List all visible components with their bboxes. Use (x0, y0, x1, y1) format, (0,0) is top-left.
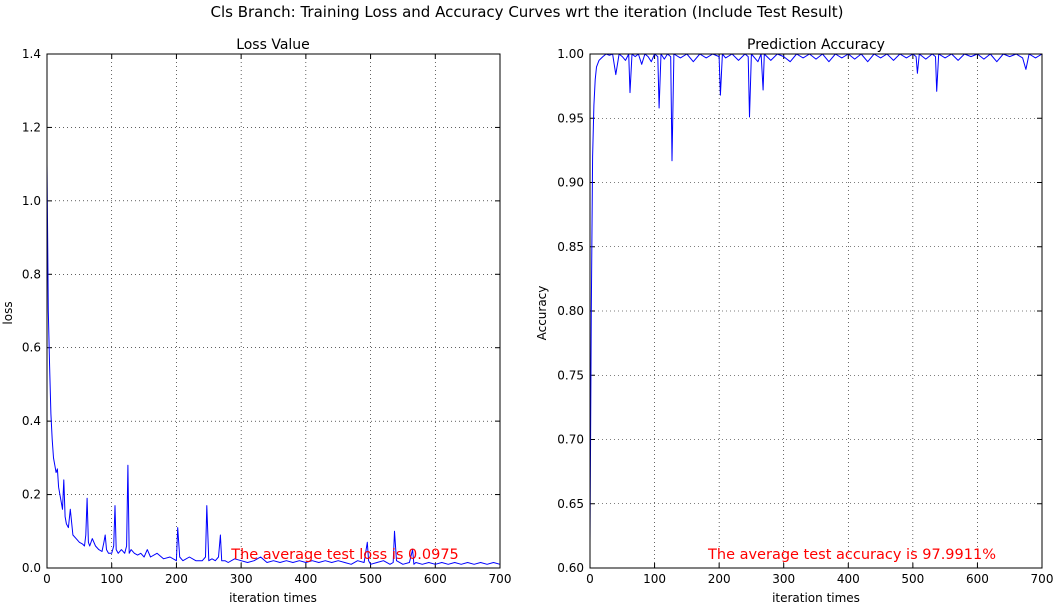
accuracy-chart-ylabel: Accuracy (535, 286, 549, 341)
accuracy-x-tick-label: 100 (643, 572, 666, 586)
loss-y-tick-label: 1.0 (22, 194, 41, 208)
accuracy-test-annotation: The average test accuracy is 97.9911% (707, 547, 996, 563)
accuracy-x-tick-label: 200 (708, 572, 731, 586)
loss-y-tick-label: 1.4 (22, 47, 41, 61)
loss-chart-title: Loss Value (236, 37, 310, 53)
accuracy-x-tick-label: 500 (901, 572, 924, 586)
accuracy-chart-title: Prediction Accuracy (747, 37, 885, 53)
accuracy-y-tick-label: 0.85 (557, 240, 584, 254)
loss-x-tick-label: 400 (294, 572, 317, 586)
accuracy-y-tick-label: 0.70 (557, 433, 584, 447)
accuracy-y-tick-label: 0.80 (557, 304, 584, 318)
accuracy-x-tick-label: 300 (772, 572, 795, 586)
accuracy-x-tick-label: 600 (966, 572, 989, 586)
loss-x-tick-label: 600 (424, 572, 447, 586)
loss-y-tick-label: 1.2 (22, 120, 41, 134)
accuracy-y-tick-label: 0.95 (557, 111, 584, 125)
loss-y-tick-label: 0.2 (22, 488, 41, 502)
accuracy-chart-xlabel: iteration times (772, 591, 860, 605)
loss-y-tick-label: 0.6 (22, 341, 41, 355)
loss-x-tick-label: 300 (230, 572, 253, 586)
loss-y-tick-label: 0.0 (22, 561, 41, 575)
loss-chart: Loss Value iteration times loss 0 100 200 3… (1, 37, 511, 605)
accuracy-x-tick-label: 700 (1031, 572, 1054, 586)
loss-y-tick-label: 0.4 (22, 414, 41, 428)
accuracy-y-tick-label: 0.65 (557, 497, 584, 511)
accuracy-series-line (589, 53, 1043, 543)
loss-chart-xlabel: iteration times (229, 591, 317, 605)
accuracy-axes-frame (589, 53, 1043, 569)
accuracy-x-tick-label: 0 (586, 572, 594, 586)
loss-x-tick-label: 200 (165, 572, 188, 586)
loss-y-tick-label: 0.8 (22, 267, 41, 281)
accuracy-y-tick-label: 1.00 (557, 47, 584, 61)
accuracy-y-tick-label: 0.60 (557, 561, 584, 575)
accuracy-y-tick-label: 0.75 (557, 368, 584, 382)
accuracy-chart: Prediction Accuracy iteration times Accu… (535, 37, 1053, 605)
loss-x-tick-label: 0 (43, 572, 51, 586)
accuracy-x-tick-label: 400 (837, 572, 860, 586)
loss-axes-frame (46, 53, 501, 569)
figure-title: Cls Branch: Training Loss and Accuracy C… (211, 3, 844, 21)
loss-series-line (46, 164, 501, 565)
loss-x-tick-label: 100 (100, 572, 123, 586)
loss-x-tick-label: 500 (359, 572, 382, 586)
accuracy-y-tick-label: 0.90 (557, 176, 584, 190)
loss-test-annotation: The average test loss is 0.0975 (230, 547, 459, 563)
loss-x-tick-label: 700 (489, 572, 512, 586)
loss-chart-ylabel: loss (1, 301, 15, 324)
